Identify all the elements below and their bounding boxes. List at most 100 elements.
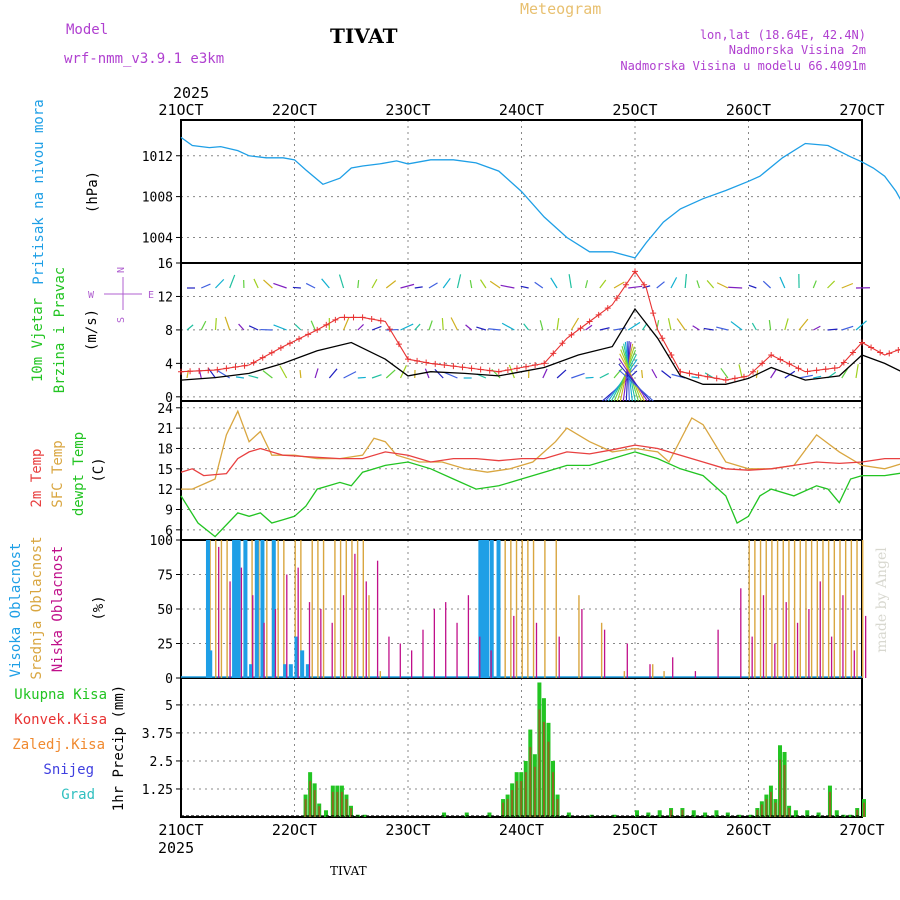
- mid-cloud-bar: [793, 540, 796, 678]
- pressure-line: [180, 136, 900, 259]
- wind-arrow: [585, 376, 594, 379]
- low-cloud-bar: [865, 615, 867, 678]
- wind-arrow: [501, 322, 515, 331]
- footer-station: TIVAT: [330, 864, 367, 878]
- gust-marker: [523, 363, 530, 370]
- wind-arrow: [550, 277, 558, 289]
- wind-arrow: [570, 317, 580, 331]
- mid-cloud-bar: [748, 540, 750, 678]
- wind-arrow: [599, 372, 609, 379]
- mid-cloud-bar: [521, 540, 523, 678]
- gust-marker: [232, 364, 239, 371]
- gust-marker: [759, 360, 766, 367]
- gust-marker: [504, 367, 511, 374]
- mid-cloud-bar: [827, 540, 830, 678]
- gust-marker: [622, 281, 629, 288]
- gust-marker: [286, 340, 293, 347]
- mid-cloud-bar: [600, 622, 603, 678]
- low-cloud-bar: [762, 595, 765, 678]
- wind-speed-line: [180, 307, 900, 385]
- low-cloud-bar: [411, 650, 413, 678]
- wind-arrow: [476, 326, 487, 331]
- wind-arrow: [641, 369, 644, 379]
- total-rain-bar: [635, 810, 639, 817]
- total-rain-bar: [703, 812, 708, 817]
- wind-arrow: [217, 370, 231, 379]
- wind-arrow: [770, 369, 777, 379]
- mid-cloud-bar: [226, 540, 228, 678]
- panel-frame: [180, 262, 863, 402]
- low-cloud-bar: [445, 602, 447, 678]
- wind-arrow: [371, 325, 382, 331]
- gust-marker: [241, 362, 248, 369]
- convective-rain-bar: [774, 802, 777, 817]
- low-cloud-bar: [513, 615, 515, 678]
- low-cloud-bar: [626, 643, 628, 678]
- high-cloud-bar: [260, 540, 265, 678]
- low-cloud-bar: [694, 671, 697, 678]
- high-cloud-bar: [232, 540, 237, 678]
- wind-arrow: [214, 317, 217, 331]
- pressure-axis-title: Pritisak na nivou mora: [31, 99, 47, 284]
- total-rain-bar: [657, 810, 662, 817]
- gust-marker: [868, 344, 875, 351]
- low-cloud-bar: [218, 546, 220, 678]
- mid-cloud-bar: [844, 540, 847, 678]
- wind-axis-title2: Brzina i Pravac: [52, 267, 68, 393]
- total-rain-bar: [805, 810, 810, 817]
- mid-cloud-bar: [322, 540, 325, 678]
- mid-cloud-bar: [810, 540, 813, 678]
- wind-arrow: [676, 318, 686, 331]
- year-bottom: 2025: [158, 839, 194, 857]
- convective-rain-bar: [336, 791, 339, 817]
- wind-arrow: [599, 279, 607, 289]
- wind-arrow: [465, 324, 473, 331]
- wind-arrow: [279, 365, 288, 379]
- y-tick-label: 24: [157, 402, 173, 417]
- wind-arrow: [692, 325, 700, 331]
- convective-rain-bar: [760, 804, 763, 817]
- wind-arrow: [469, 280, 473, 289]
- gust-marker: [849, 349, 856, 356]
- convective-rain-bar: [828, 791, 831, 817]
- wind-arrow: [748, 284, 757, 289]
- wind-arrow: [768, 320, 772, 331]
- low-cloud-bar: [297, 567, 299, 678]
- precip-legend-label: Ukupna Kisa: [14, 687, 107, 703]
- model-height-label: Nadmorska Visina u modelu 66.4091m: [620, 59, 866, 73]
- low-cloud-bar: [808, 609, 810, 678]
- model-name: wrf-nmm_v3.9.1 e3km: [64, 51, 224, 67]
- wind-arrow: [618, 358, 648, 402]
- mid-cloud-bar: [294, 540, 296, 678]
- low-cloud-bar: [320, 609, 322, 678]
- y-tick-label: 9: [165, 503, 173, 518]
- y-tick-label: 0: [165, 672, 173, 687]
- wind-arrow: [841, 282, 854, 289]
- high-cloud-bar: [481, 540, 486, 678]
- high-cloud-bar: [300, 650, 305, 678]
- gust-marker: [659, 335, 666, 342]
- wind-arrow: [371, 374, 382, 379]
- convective-rain-bar: [309, 781, 312, 817]
- mid-cloud-bar: [334, 540, 336, 678]
- gust-marker: [223, 365, 230, 372]
- high-cloud-bar: [496, 540, 501, 678]
- total-rain-bar: [487, 812, 492, 817]
- gust-marker: [722, 377, 729, 384]
- gust-marker: [768, 352, 775, 358]
- convective-rain-bar: [506, 799, 509, 817]
- gust-marker: [668, 352, 675, 358]
- wind-arrow: [670, 277, 678, 289]
- mid-cloud-bar: [515, 540, 518, 678]
- date-tick-top: 23OCT: [385, 101, 430, 119]
- mid-cloud-bar: [351, 540, 353, 678]
- y-tick-label: 8: [165, 324, 173, 339]
- convective-rain-bar: [340, 791, 343, 817]
- y-tick-label: 4: [165, 357, 173, 372]
- gust-marker: [886, 350, 893, 357]
- precip-legend-label: Snijeg: [43, 762, 94, 778]
- mid-cloud-bar: [816, 540, 818, 678]
- mid-cloud-bar: [623, 671, 626, 678]
- gust-marker: [386, 326, 393, 333]
